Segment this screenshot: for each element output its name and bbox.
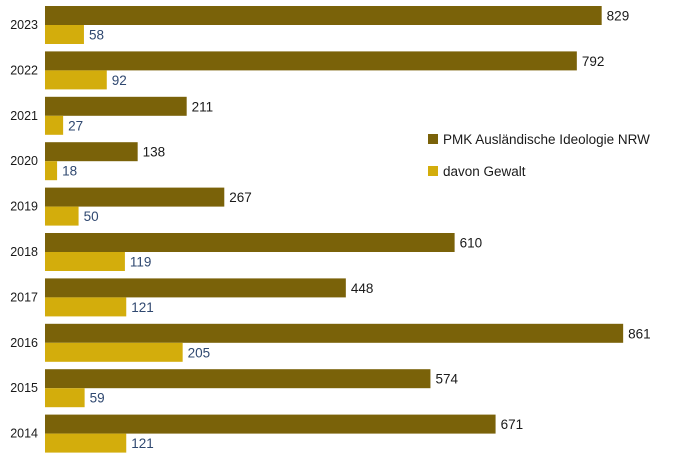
- year-label: 2014: [10, 427, 38, 441]
- bar-group-2019: 2019 267 50: [10, 187, 252, 226]
- value-label-pmk: 861: [628, 326, 651, 341]
- bar-pmk: [45, 414, 496, 434]
- bar-gewalt: [45, 297, 127, 317]
- value-label-gewalt: 18: [62, 164, 77, 179]
- bar-pmk: [45, 96, 187, 116]
- year-label: 2021: [10, 109, 38, 123]
- year-label: 2022: [10, 63, 38, 77]
- bar-group-2016: 2016 861 205: [10, 323, 651, 362]
- year-label: 2020: [10, 154, 38, 168]
- bar-gewalt: [45, 206, 79, 226]
- value-label-gewalt: 121: [131, 436, 154, 451]
- value-label-gewalt: 59: [90, 391, 105, 406]
- value-label-pmk: 138: [143, 145, 166, 160]
- value-label-gewalt: 121: [131, 300, 154, 315]
- legend: PMK Ausländische Ideologie NRW davon Gew…: [428, 132, 650, 179]
- bar-gewalt: [45, 115, 64, 135]
- bar-group-2023: 2023 829 58: [10, 6, 629, 44]
- value-label-gewalt: 27: [68, 118, 83, 133]
- bar-group-2014: 2014 671 121: [10, 414, 524, 453]
- bar-gewalt: [45, 252, 125, 271]
- year-label: 2023: [10, 18, 38, 32]
- bar-pmk: [45, 51, 577, 71]
- year-label: 2017: [10, 290, 38, 304]
- year-label: 2018: [10, 245, 38, 259]
- value-label-gewalt: 58: [89, 28, 104, 43]
- legend-label-pmk: PMK Ausländische Ideologie NRW: [443, 132, 650, 147]
- value-label-gewalt: 92: [112, 73, 127, 88]
- legend-swatch-pmk: [428, 134, 438, 144]
- bar-gewalt: [45, 342, 183, 362]
- value-label-pmk: 448: [351, 281, 374, 296]
- bars-layer: 2023 829 58 2022 792 92 2021 211 27 2020 138 18 2019…: [10, 6, 651, 453]
- bar-group-2015: 2015 574 59: [10, 369, 458, 408]
- value-label-pmk: 574: [435, 372, 458, 387]
- year-label: 2015: [10, 381, 38, 395]
- value-label-pmk: 267: [229, 190, 252, 205]
- bar-pmk: [45, 233, 455, 252]
- value-label-pmk: 211: [192, 99, 214, 114]
- value-label-pmk: 829: [607, 9, 630, 24]
- bar-group-2020: 2020 138 18: [10, 142, 166, 181]
- bar-pmk: [45, 187, 225, 207]
- bar-group-2018: 2018 610 119: [10, 233, 482, 271]
- bar-group-2017: 2017 448 121: [10, 278, 374, 317]
- bar-group-2021: 2021 211 27: [10, 96, 214, 135]
- bar-gewalt: [45, 70, 107, 90]
- legend-label-gewalt: davon Gewalt: [443, 164, 526, 179]
- value-label-pmk: 610: [460, 236, 483, 251]
- bar-pmk: [45, 323, 624, 343]
- bar-group-2022: 2022 792 92: [10, 51, 605, 90]
- value-label-pmk: 792: [582, 54, 605, 69]
- value-label-gewalt: 205: [188, 345, 211, 360]
- bar-gewalt: [45, 161, 58, 181]
- bar-pmk: [45, 6, 602, 25]
- bar-pmk: [45, 369, 431, 389]
- bar-pmk: [45, 278, 346, 298]
- bar-gewalt: [45, 25, 84, 44]
- bar-gewalt: [45, 388, 85, 408]
- year-label: 2016: [10, 336, 38, 350]
- legend-swatch-gewalt: [428, 166, 438, 176]
- year-label: 2019: [10, 200, 38, 214]
- value-label-gewalt: 50: [84, 209, 99, 224]
- value-label-pmk: 671: [501, 417, 524, 432]
- bar-pmk: [45, 142, 138, 162]
- value-label-gewalt: 119: [130, 255, 152, 270]
- bar-gewalt: [45, 433, 127, 453]
